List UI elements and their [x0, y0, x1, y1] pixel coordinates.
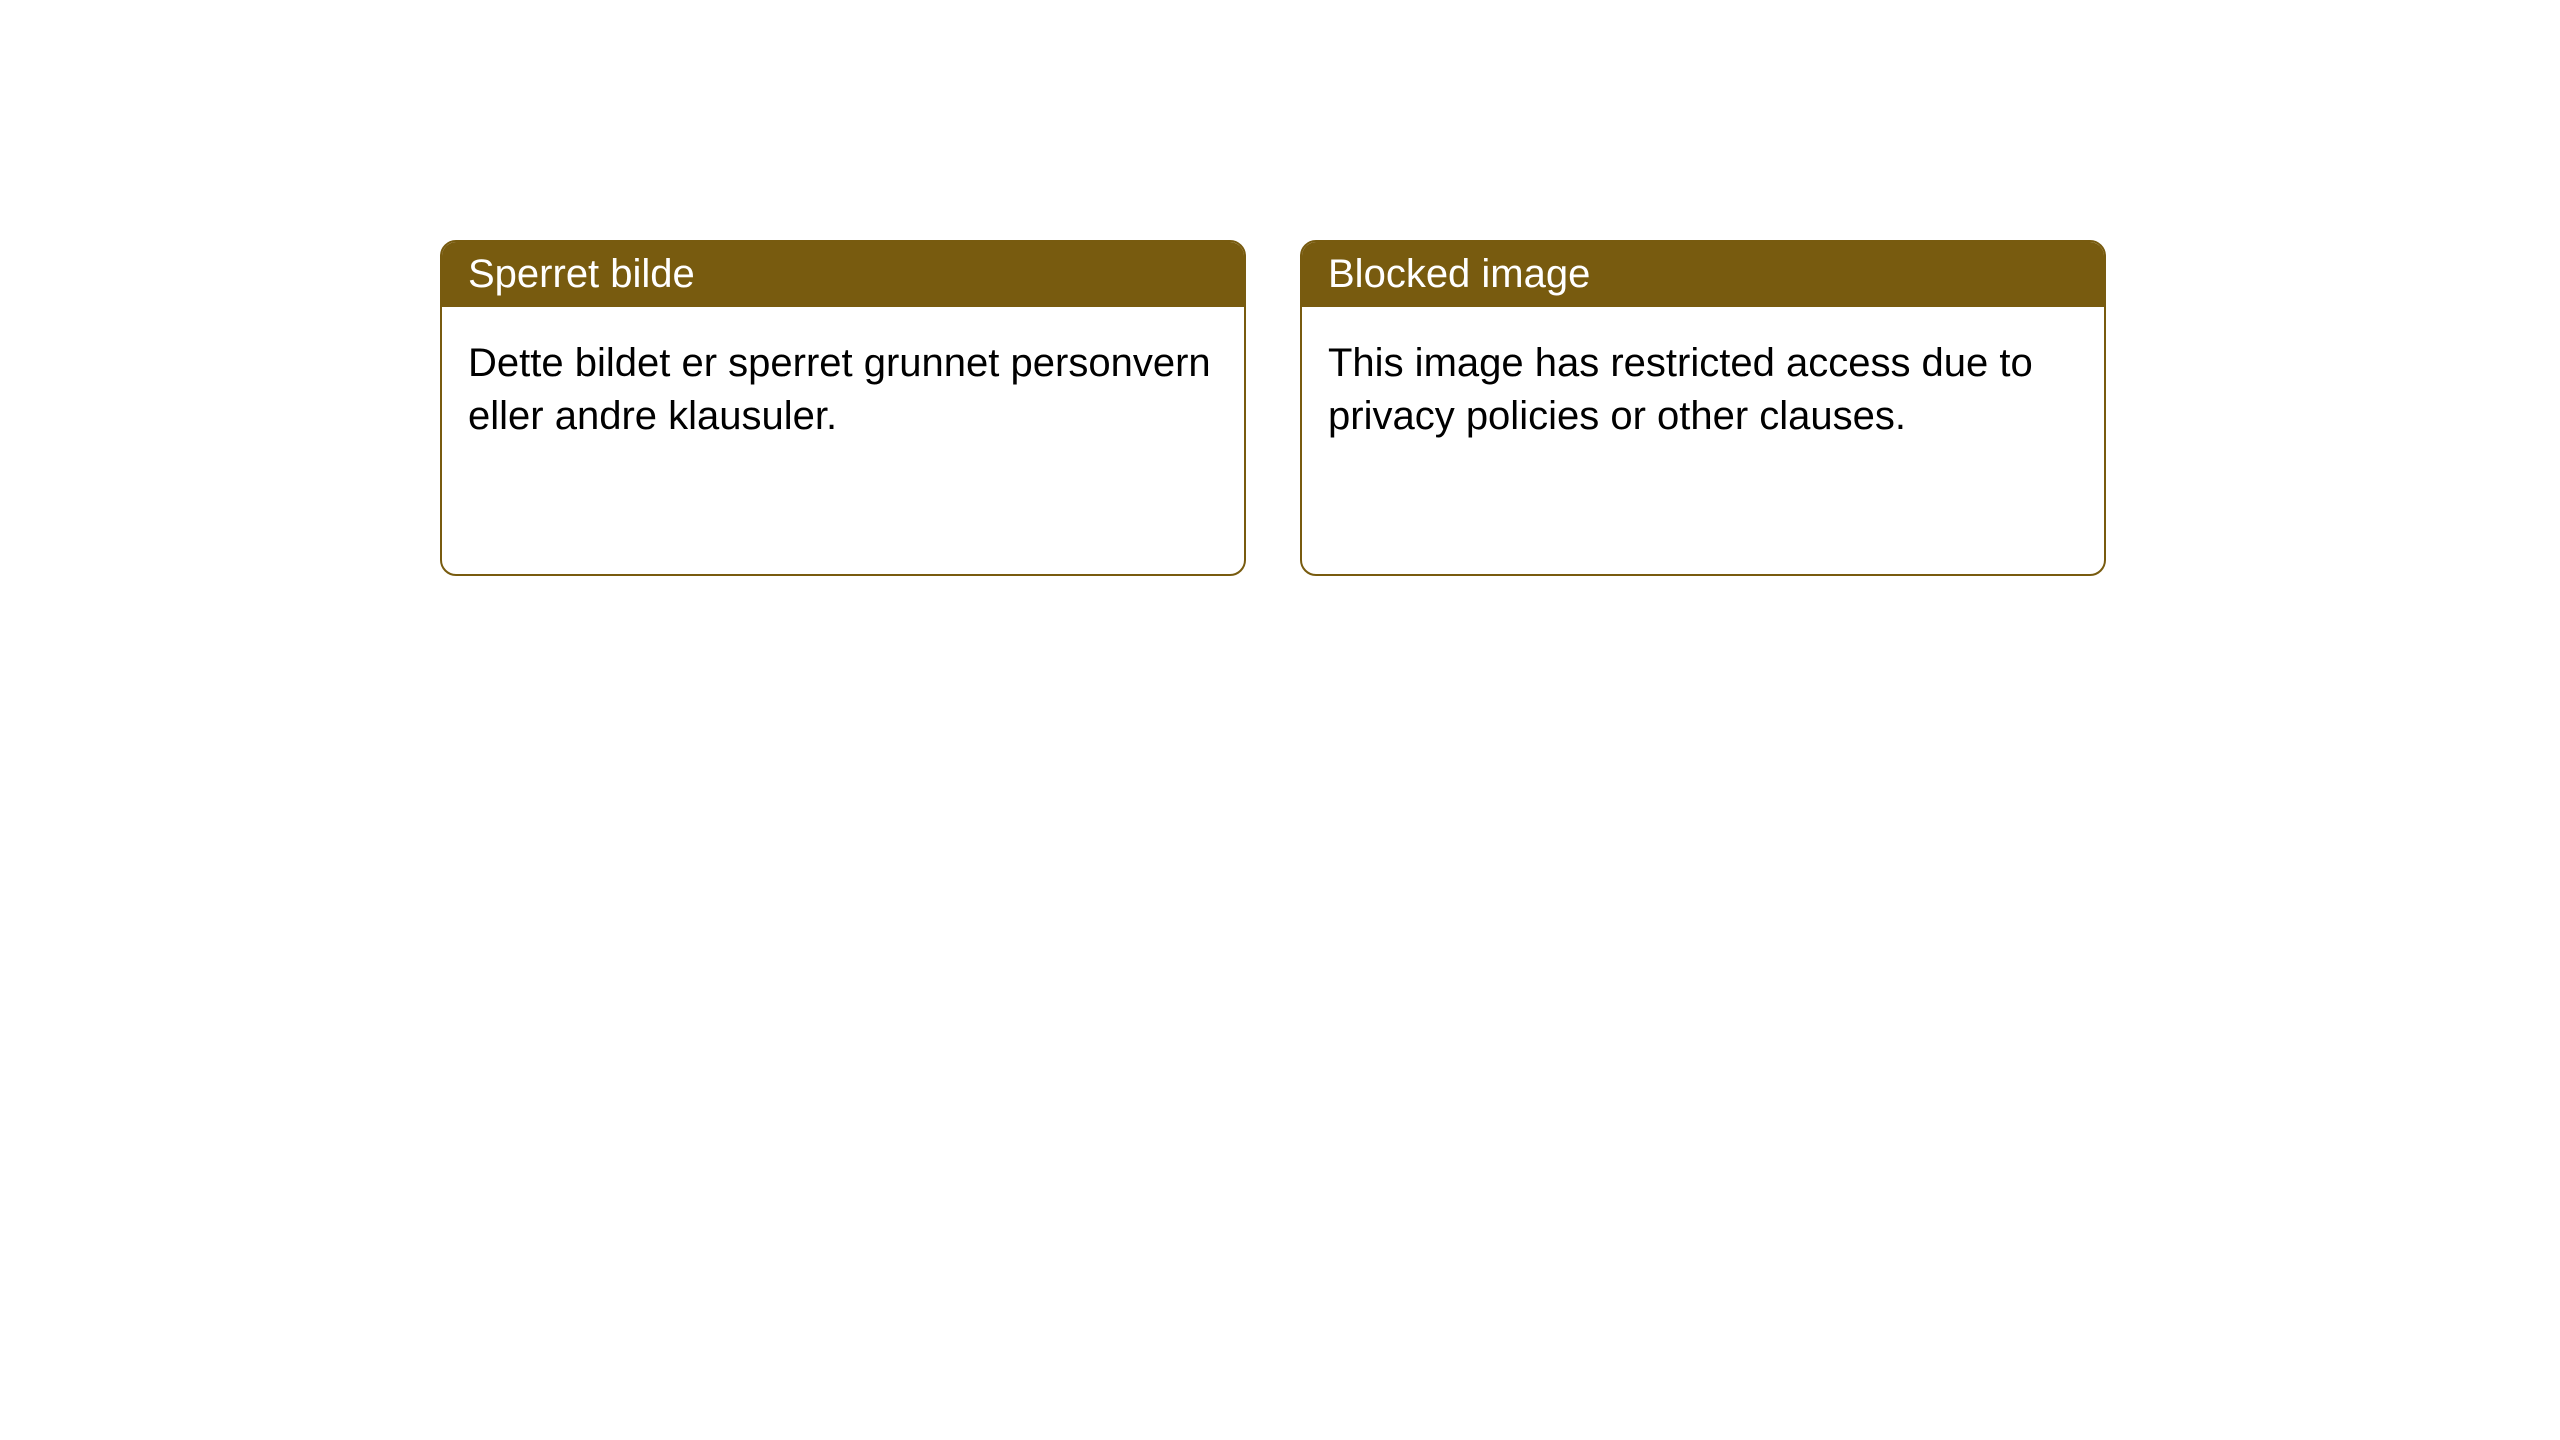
notice-message-norwegian: Dette bildet er sperret grunnet personve… [442, 307, 1244, 473]
notice-card-english: Blocked image This image has restricted … [1300, 240, 2106, 576]
notice-container: Sperret bilde Dette bildet er sperret gr… [0, 0, 2560, 576]
notice-card-norwegian: Sperret bilde Dette bildet er sperret gr… [440, 240, 1246, 576]
notice-message-english: This image has restricted access due to … [1302, 307, 2104, 473]
notice-title-english: Blocked image [1302, 242, 2104, 307]
notice-title-norwegian: Sperret bilde [442, 242, 1244, 307]
